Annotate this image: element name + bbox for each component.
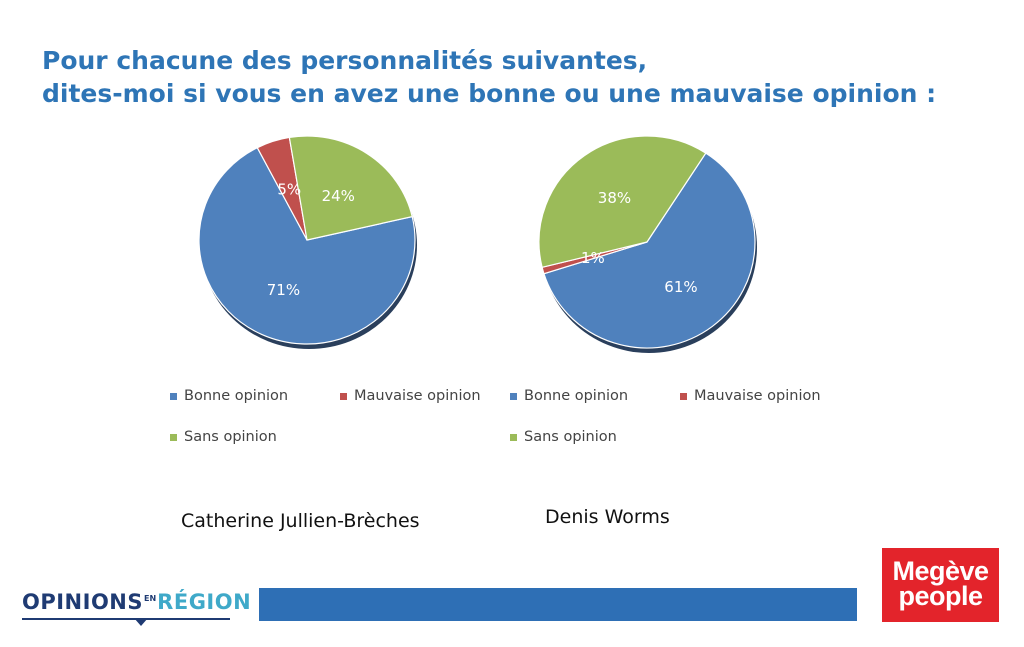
legend-item: Sans opinion (510, 429, 617, 445)
legend-swatch (340, 392, 347, 400)
megeve-logo-line-2: people (898, 581, 983, 611)
megeve-people-logo: Megève people (882, 548, 999, 622)
title-line-1: Pour chacune des personnalités suivantes… (42, 46, 648, 75)
logo-region-text: RÉGION (157, 590, 252, 614)
legend-swatch (170, 433, 177, 441)
legend-swatch (510, 392, 517, 400)
pie-chart-catherine: 71% 5% 24% (198, 135, 417, 349)
logo-speech-tick (134, 618, 148, 626)
page-title: Pour chacune des personnalités suivantes… (42, 44, 936, 110)
pie-data-label: 71% (267, 281, 300, 299)
pie-slice-bonne-opinion (198, 146, 416, 345)
megeve-logo-line-1: Megève (892, 556, 989, 586)
person-name-catherine: Catherine Jullien-Brèches (181, 510, 420, 532)
pie-slice-sans-opinion (288, 135, 413, 241)
pie-data-label: 24% (322, 187, 355, 205)
legend-item: Mauvaise opinion (680, 388, 821, 404)
legend-label: Sans opinion (184, 429, 277, 445)
legend-label: Sans opinion (524, 429, 617, 445)
legend-item: Bonne opinion (510, 388, 628, 404)
pie-data-label: 61% (664, 278, 697, 296)
legend-label: Bonne opinion (524, 388, 629, 404)
pie-data-label: 1% (581, 249, 605, 267)
legend-item: Bonne opinion (170, 388, 288, 404)
pie-chart-denis: 61% 1% 38% (538, 135, 757, 353)
pie-data-label: 38% (598, 189, 631, 207)
legend-label: Bonne opinion (184, 388, 289, 404)
footer-band (259, 588, 857, 621)
logo-en-text: EN (144, 594, 157, 603)
pie-slice-sans-opinion (538, 135, 707, 269)
legend-item: Mauvaise opinion (340, 388, 481, 404)
logo-underline (22, 618, 230, 620)
person-name-denis: Denis Worms (545, 506, 670, 528)
title-line-2: dites-moi si vous en avez une bonne ou u… (42, 79, 937, 108)
legend-item: Sans opinion (170, 429, 277, 445)
legend-label: Mauvaise opinion (694, 388, 821, 404)
legend-swatch (680, 392, 687, 400)
opinions-en-region-logo: OPINIONSENRÉGION (22, 590, 251, 630)
legend-label: Mauvaise opinion (354, 388, 481, 404)
legend-swatch (510, 433, 517, 441)
logo-opinions-text: OPINIONS (22, 590, 143, 614)
pie-slice-bonne-opinion (543, 152, 756, 349)
legend-swatch (170, 392, 177, 400)
pie-data-label: 5% (277, 181, 301, 199)
